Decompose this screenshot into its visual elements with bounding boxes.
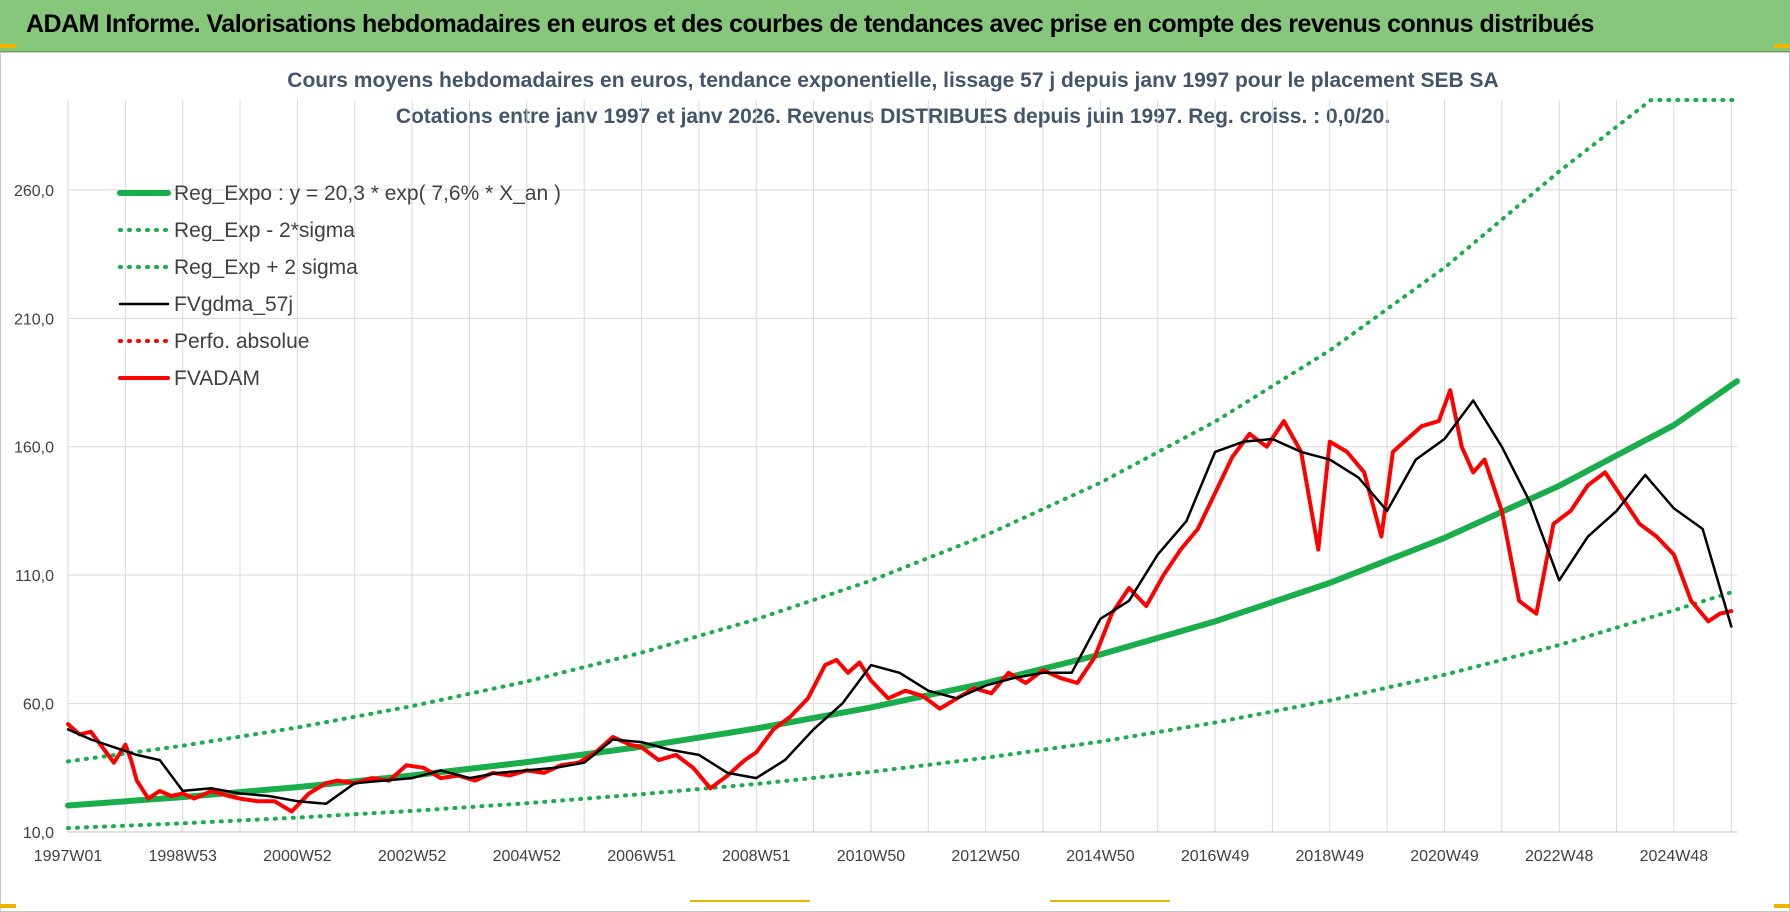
x-tick-label: 2020W49 [1410, 848, 1479, 865]
x-tick-label: 1997W01 [34, 848, 103, 865]
axis-ticks: 10,0 60,0 110,0 160,0 210,0 260,0 1997W01 1998W… [14, 183, 1737, 865]
y-tick-label: 10,0 [23, 825, 54, 842]
x-tick-label: 2006W51 [607, 848, 676, 865]
x-tick-label: 2002W52 [378, 848, 447, 865]
x-tick-label: 2000W52 [263, 848, 332, 865]
legend-label: Perfo. absolue [174, 330, 309, 353]
legend-label: Reg_Exp - 2*sigma [174, 219, 355, 242]
bottom-marker-right [1050, 900, 1170, 902]
x-tick-label: 2022W48 [1525, 848, 1594, 865]
plot-series [65, 98, 1740, 831]
line-chart: Cours moyens hebdomadaires en euros, ten… [14, 69, 1740, 865]
y-tick-label: 160,0 [14, 440, 54, 457]
series-line-2 [66, 98, 1739, 764]
x-tick-label: 2024W48 [1640, 848, 1709, 865]
corner-mark-bottom-right [1774, 904, 1790, 908]
chart-subtitle: Cotations entre janv 1997 et janv 2026. … [396, 105, 1390, 128]
legend-label: FVADAM [174, 367, 260, 390]
y-tick-label: 110,0 [15, 568, 54, 585]
y-tick-label: 60,0 [23, 697, 54, 714]
x-tick-label: 2018W49 [1296, 848, 1365, 865]
x-tick-label: 2016W49 [1181, 848, 1250, 865]
y-tick-label: 210,0 [14, 311, 54, 328]
x-tick-label: 2004W52 [493, 848, 562, 865]
legend-label: Reg_Expo : y = 20,3 * exp( 7,6% * X_an ) [174, 182, 561, 205]
x-tick-label: 2008W51 [722, 848, 791, 865]
x-tick-label: 2010W50 [837, 848, 906, 865]
x-tick-label: 1998W53 [148, 848, 217, 865]
corner-mark-bottom-left [0, 904, 16, 908]
bottom-marker-left [690, 900, 810, 902]
series-line-3 [66, 399, 1733, 805]
x-tick-label: 2012W50 [951, 848, 1020, 865]
legend: Reg_Expo : y = 20,3 * exp( 7,6% * X_an )… [117, 182, 561, 390]
legend-label: Reg_Exp + 2 sigma [174, 256, 358, 279]
series-line-1 [66, 588, 1739, 831]
legend-label: FVgdma_57j [174, 293, 293, 316]
banner-title: ADAM Informe. Valorisations hebdomadaire… [26, 10, 1594, 38]
y-tick-label: 260,0 [14, 183, 54, 200]
chart-title: Cours moyens hebdomadaires en euros, ten… [287, 69, 1498, 92]
header-banner: ADAM Informe. Valorisations hebdomadaire… [0, 0, 1790, 52]
x-tick-label: 2014W50 [1066, 848, 1135, 865]
corner-mark-top-left [0, 44, 16, 48]
corner-mark-top-right [1774, 44, 1790, 48]
series-line-5 [66, 388, 1734, 814]
series-line-0 [65, 378, 1740, 809]
